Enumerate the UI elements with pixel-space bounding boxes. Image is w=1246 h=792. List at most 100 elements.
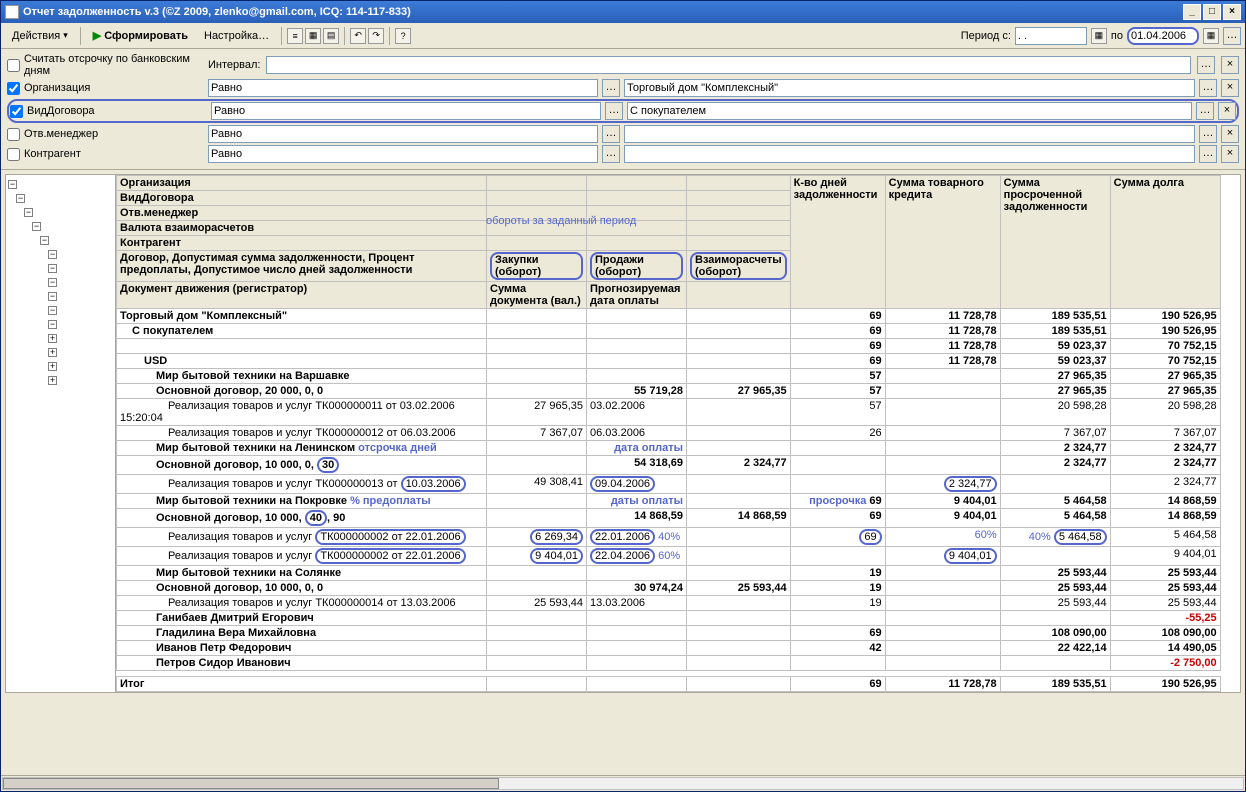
tool-icon-3[interactable]: ▤ (323, 28, 339, 44)
total-credit: 11 728,78 (885, 677, 1000, 692)
cell-debt: 7 367,07 (1110, 426, 1220, 441)
cell-days: 69 (790, 354, 885, 369)
org-op[interactable]: Равно (208, 79, 598, 97)
calendar-icon-1[interactable]: ▦ (1091, 28, 1107, 44)
table-row[interactable]: Реализация товаров и услуг ТК000000002 о… (117, 547, 1221, 566)
tree-panel: − − − − − − − − − − − + + + + (6, 175, 116, 692)
table-row[interactable]: Реализация товаров и услуг ТК000000014 о… (117, 596, 1221, 611)
bankdays-checkbox[interactable] (7, 59, 20, 72)
table-row[interactable]: Реализация товаров и услуг ТК000000012 о… (117, 426, 1221, 441)
tree-toggle[interactable]: − (8, 180, 17, 189)
tree-toggle[interactable]: − (16, 194, 25, 203)
tree-toggle[interactable]: + (48, 362, 57, 371)
tool-icon-5[interactable]: ↷ (368, 28, 384, 44)
tree-toggle[interactable]: − (40, 236, 49, 245)
cell-credit: 11 728,78 (885, 354, 1000, 369)
manager-val-dots[interactable]: … (1199, 125, 1217, 143)
org-clear[interactable]: × (1221, 79, 1239, 97)
contract-val-dots[interactable]: … (1196, 102, 1214, 120)
tree-toggle[interactable]: − (48, 250, 57, 259)
cell-c1: 9 404,01 (487, 547, 587, 566)
table-row[interactable]: Петров Сидор Иванович-2 750,00 (117, 656, 1221, 671)
table-row[interactable]: Торговый дом "Комплексный"6911 728,78189… (117, 309, 1221, 324)
close-button[interactable]: × (1223, 4, 1241, 20)
contract-val[interactable]: С покупателем (627, 102, 1192, 120)
help-icon[interactable]: ? (395, 28, 411, 44)
period-from-input[interactable] (1015, 27, 1087, 45)
counter-val[interactable] (624, 145, 1195, 163)
org-val-dots[interactable]: … (1199, 79, 1217, 97)
contract-clear[interactable]: × (1218, 102, 1236, 120)
org-checkbox[interactable] (7, 82, 20, 95)
cell-c3 (687, 399, 791, 426)
table-row[interactable]: Гладилина Вера Михайловна69108 090,00108… (117, 626, 1221, 641)
tree-toggle[interactable]: − (48, 278, 57, 287)
manager-op-dots[interactable]: … (602, 125, 620, 143)
table-row[interactable]: Мир бытовой техники на Солянке1925 593,4… (117, 566, 1221, 581)
settings-button[interactable]: Настройка… (197, 27, 276, 45)
table-row[interactable]: 6911 728,7859 023,3770 752,15 (117, 339, 1221, 354)
counter-checkbox[interactable] (7, 148, 20, 161)
actions-menu[interactable]: Действия▾ (5, 27, 75, 45)
cell-desc: Петров Сидор Иванович (117, 656, 487, 671)
cell-c1 (487, 656, 587, 671)
counter-clear[interactable]: × (1221, 145, 1239, 163)
counter-val-dots[interactable]: … (1199, 145, 1217, 163)
manager-op[interactable]: Равно (208, 125, 598, 143)
tree-toggle[interactable]: + (48, 334, 57, 343)
table-row[interactable]: Мир бытовой техники на Покровке % предоп… (117, 494, 1221, 509)
tree-toggle[interactable]: − (24, 208, 33, 217)
app-window: Отчет задолженность v.3 (©Z 2009, zlenko… (0, 0, 1246, 792)
cell-desc: USD (117, 354, 487, 369)
table-row[interactable]: Реализация товаров и услуг ТК000000002 о… (117, 528, 1221, 547)
cell-c3: 14 868,59 (687, 509, 791, 528)
interval-clear[interactable]: × (1221, 56, 1239, 74)
tool-icon-1[interactable]: ≡ (287, 28, 303, 44)
counter-op-dots[interactable]: … (602, 145, 620, 163)
minimize-button[interactable]: _ (1183, 4, 1201, 20)
period-to-input[interactable] (1127, 27, 1199, 45)
form-button[interactable]: ▶Сформировать (86, 26, 195, 45)
period-dots[interactable]: … (1223, 27, 1241, 45)
table-row[interactable]: Иванов Петр Федорович4222 422,1414 490,0… (117, 641, 1221, 656)
table-row[interactable]: Основной договор, 10 000, 40, 9014 868,5… (117, 509, 1221, 528)
counter-op[interactable]: Равно (208, 145, 598, 163)
manager-checkbox[interactable] (7, 128, 20, 141)
cell-overdue: 27 965,35 (1000, 384, 1110, 399)
tree-toggle[interactable]: + (48, 348, 57, 357)
cell-c3 (687, 626, 791, 641)
tree-toggle[interactable]: − (48, 320, 57, 329)
table-row[interactable]: Реализация товаров и услуг ТК000000013 о… (117, 475, 1221, 494)
maximize-button[interactable]: □ (1203, 4, 1221, 20)
cell-c3 (687, 339, 791, 354)
table-row[interactable]: Реализация товаров и услуг ТК000000011 о… (117, 399, 1221, 426)
cell-c1: 6 269,34 (487, 528, 587, 547)
table-row[interactable]: Основной договор, 20 000, 0, 055 719,282… (117, 384, 1221, 399)
manager-val[interactable] (624, 125, 1195, 143)
table-row[interactable]: USD6911 728,7859 023,3770 752,15 (117, 354, 1221, 369)
table-row[interactable]: Мир бытовой техники на Варшавке5727 965,… (117, 369, 1221, 384)
org-val[interactable]: Торговый дом "Комплексный" (624, 79, 1195, 97)
contract-checkbox[interactable] (10, 105, 23, 118)
tree-toggle[interactable]: − (48, 264, 57, 273)
h-scrollbar[interactable] (1, 775, 1245, 791)
cell-c3 (687, 641, 791, 656)
tool-icon-4[interactable]: ↶ (350, 28, 366, 44)
tree-toggle[interactable]: + (48, 376, 57, 385)
manager-clear[interactable]: × (1221, 125, 1239, 143)
contract-op-dots[interactable]: … (605, 102, 623, 120)
table-row[interactable]: Основной договор, 10 000, 0, 030 974,242… (117, 581, 1221, 596)
org-op-dots[interactable]: … (602, 79, 620, 97)
table-row[interactable]: С покупателем6911 728,78189 535,51190 52… (117, 324, 1221, 339)
calendar-icon-2[interactable]: ▦ (1203, 28, 1219, 44)
interval-dots[interactable]: … (1197, 56, 1215, 74)
contract-op[interactable]: Равно (211, 102, 601, 120)
tree-toggle[interactable]: − (32, 222, 41, 231)
tool-icon-2[interactable]: ▦ (305, 28, 321, 44)
table-row[interactable]: Мир бытовой техники на Ленинском отсрочк… (117, 441, 1221, 456)
table-row[interactable]: Основной договор, 10 000, 0, 3054 318,69… (117, 456, 1221, 475)
interval-input[interactable] (266, 56, 1191, 74)
tree-toggle[interactable]: − (48, 292, 57, 301)
table-row[interactable]: Ганибаев Дмитрий Егорович-55,25 (117, 611, 1221, 626)
tree-toggle[interactable]: − (48, 306, 57, 315)
